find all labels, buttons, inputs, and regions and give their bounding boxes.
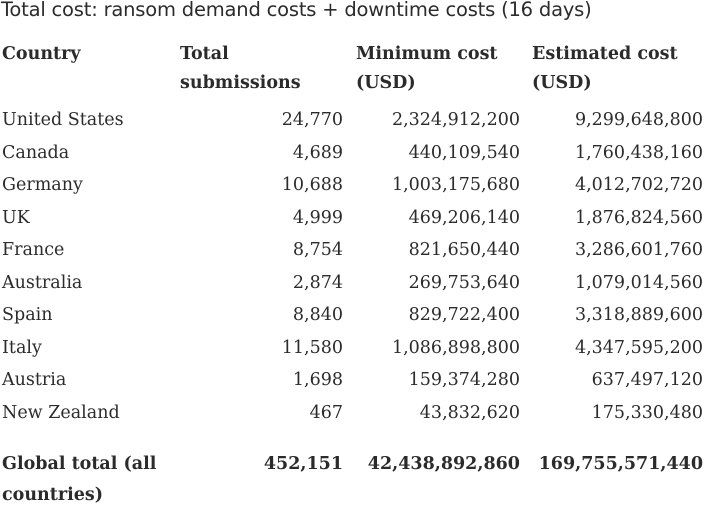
header-row: Country Total submissions Minimum cost (… [0, 40, 705, 104]
global-total-label-line1: Global total (all [2, 454, 157, 474]
minimum-cost-cell: 1,003,175,680 [391, 175, 520, 195]
table-row: United States 24,770 2,324,912,200 9,299… [0, 104, 705, 137]
table-row: UK 4,999 469,206,140 1,876,824,560 [0, 202, 705, 235]
table-row: Italy 11,580 1,086,898,800 4,347,595,200 [0, 332, 705, 365]
estimated-cost-cell: 3,286,601,760 [574, 240, 703, 260]
table-row: Spain 8,840 829,722,400 3,318,889,600 [0, 299, 705, 332]
country-cell: New Zealand [2, 402, 120, 423]
table-title: Total cost: ransom demand costs + downti… [1, 0, 592, 21]
estimated-cost-cell: 1,079,014,560 [574, 272, 703, 293]
spacer-cell [0, 429, 705, 449]
minimum-cost-cell: 269,753,640 [408, 272, 520, 293]
minimum-cost-cell: 829,722,400 [408, 305, 520, 325]
estimated-cost-cell: 1,876,824,560 [574, 207, 703, 228]
header-min-line1: Minimum cost [356, 44, 498, 64]
header-est-line1: Estimated cost [532, 44, 678, 64]
minimum-cost-cell: 159,374,280 [408, 370, 520, 390]
estimated-cost-cell: 1,760,438,160 [574, 142, 703, 163]
spacer-row [0, 429, 705, 449]
global-total-label-line2: countries) [2, 485, 103, 505]
header-total-submissions: Total submissions [180, 40, 345, 104]
global-total-submissions: 452,151 [263, 454, 343, 474]
estimated-cost-cell: 9,299,648,800 [574, 110, 703, 130]
total-submissions-cell: 1,698 [292, 370, 343, 390]
total-submissions-cell: 10,688 [281, 175, 343, 195]
country-cell: UK [2, 207, 30, 228]
country-cell: Spain [2, 305, 53, 325]
global-minimum-cost: 42,438,892,860 [367, 454, 520, 474]
total-submissions-cell: 24,770 [281, 110, 343, 130]
estimated-cost-cell: 4,012,702,720 [574, 175, 703, 195]
header-country: Country [0, 40, 180, 104]
table-row: Austria 1,698 159,374,280 637,497,120 [0, 364, 705, 397]
header-minimum-cost: Minimum cost (USD) [345, 40, 522, 104]
global-total-label: Global total (all countries) [0, 449, 180, 511]
table-row: Germany 10,688 1,003,175,680 4,012,702,7… [0, 169, 705, 202]
table-row: Australia 2,874 269,753,640 1,079,014,56… [0, 267, 705, 300]
header-estimated-cost: Estimated cost (USD) [522, 40, 705, 104]
minimum-cost-cell: 1,086,898,800 [391, 337, 520, 358]
table-row: New Zealand 467 43,832,620 175,330,480 [0, 397, 705, 430]
country-cell: France [2, 240, 65, 260]
minimum-cost-cell: 43,832,620 [419, 402, 520, 423]
global-total-row: Global total (all countries) 452,151 42,… [0, 449, 705, 511]
total-submissions-cell: 8,840 [292, 305, 343, 325]
estimated-cost-cell: 637,497,120 [591, 370, 703, 390]
header-total-line2: submissions [180, 73, 301, 93]
estimated-cost-cell: 175,330,480 [591, 402, 703, 423]
country-cell: Austria [2, 370, 67, 390]
cost-table: Country Total submissions Minimum cost (… [0, 40, 705, 511]
minimum-cost-cell: 469,206,140 [408, 207, 520, 228]
estimated-cost-cell: 3,318,889,600 [574, 305, 703, 325]
table-row: Canada 4,689 440,109,540 1,760,438,160 [0, 137, 705, 170]
table-row: France 8,754 821,650,440 3,286,601,760 [0, 234, 705, 267]
header-country-label: Country [2, 44, 81, 64]
header-est-line2: (USD) [532, 73, 592, 93]
total-submissions-cell: 2,874 [292, 272, 343, 293]
country-cell: United States [2, 110, 124, 130]
estimated-cost-cell: 4,347,595,200 [574, 337, 703, 358]
minimum-cost-cell: 440,109,540 [408, 142, 520, 163]
total-submissions-cell: 4,689 [292, 142, 343, 163]
country-cell: Germany [2, 175, 83, 195]
total-submissions-cell: 467 [309, 402, 343, 423]
total-submissions-cell: 11,580 [281, 337, 343, 358]
minimum-cost-cell: 2,324,912,200 [391, 110, 520, 130]
minimum-cost-cell: 821,650,440 [408, 240, 520, 260]
country-cell: Australia [2, 272, 83, 293]
header-total-line1: Total [180, 44, 229, 64]
country-cell: Italy [2, 337, 42, 358]
header-min-line2: (USD) [356, 73, 416, 93]
total-submissions-cell: 4,999 [292, 207, 343, 228]
country-cell: Canada [2, 142, 70, 163]
total-submissions-cell: 8,754 [292, 240, 343, 260]
global-estimated-cost: 169,755,571,440 [538, 454, 703, 474]
